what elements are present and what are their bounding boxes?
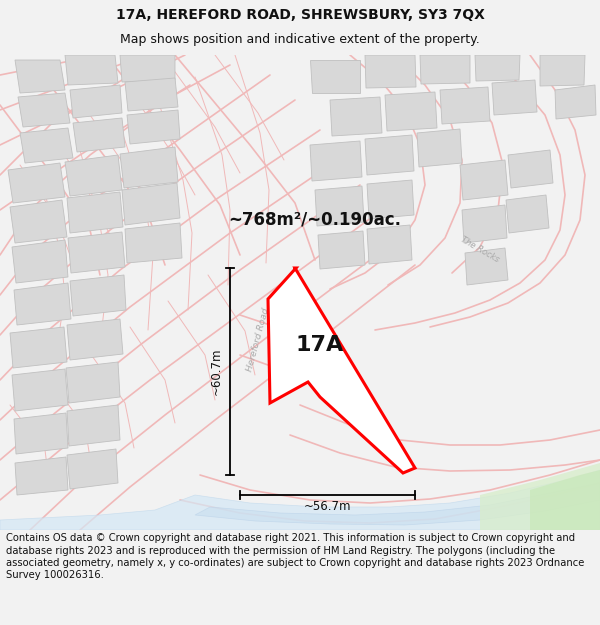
Polygon shape: [365, 135, 414, 175]
Polygon shape: [20, 128, 73, 163]
Polygon shape: [67, 405, 120, 446]
Text: Hereford Road: Hereford Road: [245, 308, 271, 372]
Polygon shape: [465, 248, 508, 285]
Text: The Rocks: The Rocks: [459, 236, 501, 264]
Polygon shape: [540, 55, 585, 86]
Polygon shape: [367, 225, 412, 264]
Polygon shape: [462, 205, 507, 243]
Text: ~60.7m: ~60.7m: [209, 348, 223, 395]
Polygon shape: [318, 231, 365, 269]
Polygon shape: [18, 93, 70, 127]
Polygon shape: [65, 55, 118, 85]
Polygon shape: [460, 160, 508, 200]
Polygon shape: [12, 240, 68, 283]
Polygon shape: [15, 457, 68, 495]
Polygon shape: [10, 327, 67, 368]
Polygon shape: [67, 449, 118, 489]
Polygon shape: [268, 268, 415, 473]
Polygon shape: [365, 55, 416, 88]
Polygon shape: [73, 118, 125, 152]
Polygon shape: [506, 195, 549, 233]
Polygon shape: [67, 319, 123, 360]
Polygon shape: [120, 55, 175, 82]
Polygon shape: [0, 470, 600, 530]
Polygon shape: [70, 85, 122, 118]
Text: 17A: 17A: [296, 335, 344, 355]
Polygon shape: [508, 150, 553, 188]
Polygon shape: [555, 85, 596, 119]
Polygon shape: [315, 186, 364, 226]
Polygon shape: [417, 129, 462, 167]
Text: ~768m²/~0.190ac.: ~768m²/~0.190ac.: [229, 211, 401, 229]
Polygon shape: [70, 275, 126, 316]
Polygon shape: [8, 163, 65, 203]
Polygon shape: [367, 180, 414, 219]
Polygon shape: [120, 147, 178, 188]
Polygon shape: [66, 362, 120, 403]
Text: ~56.7m: ~56.7m: [304, 501, 351, 514]
Polygon shape: [15, 60, 65, 93]
Text: Contains OS data © Crown copyright and database right 2021. This information is : Contains OS data © Crown copyright and d…: [6, 533, 584, 581]
Polygon shape: [125, 78, 178, 111]
Polygon shape: [330, 97, 382, 136]
Polygon shape: [195, 483, 600, 525]
Text: 17A, HEREFORD ROAD, SHREWSBURY, SY3 7QX: 17A, HEREFORD ROAD, SHREWSBURY, SY3 7QX: [116, 8, 484, 22]
Polygon shape: [440, 87, 490, 124]
Polygon shape: [14, 283, 71, 325]
Polygon shape: [385, 92, 437, 131]
Polygon shape: [530, 470, 600, 530]
Polygon shape: [10, 200, 67, 243]
Text: Map shows position and indicative extent of the property.: Map shows position and indicative extent…: [120, 33, 480, 46]
Polygon shape: [125, 223, 182, 263]
Polygon shape: [14, 413, 68, 454]
Polygon shape: [420, 55, 470, 84]
Polygon shape: [480, 463, 600, 530]
Polygon shape: [127, 110, 180, 144]
Polygon shape: [65, 155, 122, 196]
Polygon shape: [68, 232, 125, 273]
Polygon shape: [492, 80, 537, 115]
Polygon shape: [475, 55, 520, 81]
Polygon shape: [67, 192, 123, 233]
Polygon shape: [12, 369, 68, 411]
Polygon shape: [310, 141, 362, 181]
Polygon shape: [122, 183, 180, 225]
Polygon shape: [310, 60, 360, 93]
